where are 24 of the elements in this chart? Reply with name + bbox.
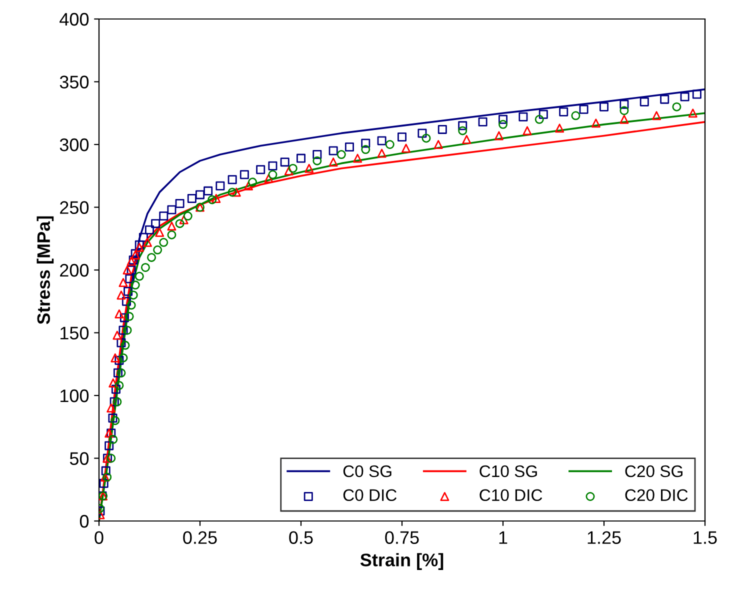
legend-label: C20 SG xyxy=(625,465,682,478)
legend-label: C0 SG xyxy=(343,465,392,478)
y-tick-label: 350 xyxy=(60,76,89,88)
x-axis-title: Strain [%] xyxy=(360,553,444,570)
y-tick-label: 400 xyxy=(60,12,89,26)
legend-label: C20 DIC xyxy=(625,489,688,502)
x-tick-label: 0.25 xyxy=(183,531,217,544)
x-tick-label: 1.5 xyxy=(694,531,717,544)
legend-label: C10 DIC xyxy=(480,489,542,502)
y-axis-title: Stress [MPa] xyxy=(36,216,54,324)
legend-label: C10 SG xyxy=(480,465,537,478)
y-tick-label: 100 xyxy=(60,389,89,402)
x-tick-label: 0.75 xyxy=(385,531,419,544)
y-tick-label: 250 xyxy=(60,201,89,214)
x-tick-label: 1 xyxy=(499,531,508,544)
x-tick-label: 0 xyxy=(94,531,104,544)
x-tick-label: 0.5 xyxy=(289,531,313,544)
x-tick-label: 1.25 xyxy=(588,531,621,544)
y-tick-label: 300 xyxy=(60,138,89,152)
y-tick-label: 0 xyxy=(80,514,89,528)
y-tick-label: 50 xyxy=(70,452,89,465)
legend-label: C0 DIC xyxy=(343,489,397,502)
y-tick-label: 150 xyxy=(60,326,89,340)
y-tick-label: 200 xyxy=(60,264,89,277)
